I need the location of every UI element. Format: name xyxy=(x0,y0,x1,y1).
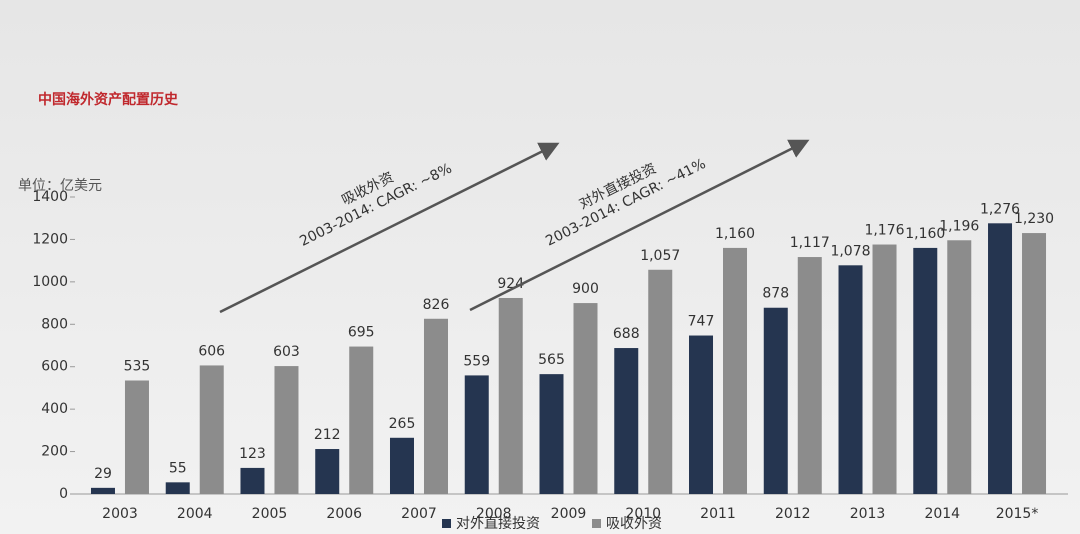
bar xyxy=(423,318,448,494)
x-tick-label: 2010 xyxy=(625,506,661,522)
chart-title: 中国海外资产配置历史 xyxy=(38,91,179,108)
legend-swatch xyxy=(442,519,451,528)
value-label: 123 xyxy=(239,446,266,462)
x-tick-label: 2008 xyxy=(476,506,512,522)
x-tick-label: 2013 xyxy=(850,506,886,522)
bar xyxy=(838,265,863,494)
bar xyxy=(947,240,972,494)
bar xyxy=(240,467,265,494)
value-label: 565 xyxy=(538,352,565,368)
x-tick-label: 2011 xyxy=(700,506,736,522)
annotation-text: 2003-2014: CAGR: ~8% xyxy=(297,161,454,250)
bar xyxy=(872,244,897,494)
x-tick-label: 2009 xyxy=(551,506,587,522)
trend-arrow xyxy=(219,142,560,314)
y-tick-label: 0 xyxy=(59,486,68,502)
legend-label: 吸收外资 xyxy=(606,516,662,532)
y-tick-label: 200 xyxy=(41,444,68,460)
value-label: 900 xyxy=(572,281,599,297)
x-tick-label: 2014 xyxy=(924,506,960,522)
value-label: 29 xyxy=(94,466,112,482)
bar xyxy=(274,366,299,494)
bar xyxy=(349,346,374,494)
bar xyxy=(389,437,414,494)
value-label: 212 xyxy=(314,427,341,443)
x-tick-label: 2007 xyxy=(401,506,437,522)
bar xyxy=(763,307,788,494)
bar xyxy=(723,247,748,494)
legend-swatch xyxy=(592,519,601,528)
bar xyxy=(165,482,190,494)
bar xyxy=(797,257,822,494)
bar xyxy=(90,487,115,494)
value-label: 603 xyxy=(273,344,300,360)
value-label: 55 xyxy=(169,460,187,476)
value-label: 695 xyxy=(348,325,375,341)
bar xyxy=(689,335,714,494)
y-tick-label: 800 xyxy=(41,316,68,332)
bar xyxy=(315,449,340,494)
value-label: 826 xyxy=(423,297,450,313)
y-tick-label: 1000 xyxy=(32,274,68,290)
x-tick-label: 2006 xyxy=(326,506,362,522)
value-label: 265 xyxy=(389,416,416,432)
bar xyxy=(464,375,489,494)
x-tick-label: 2015* xyxy=(996,506,1039,522)
x-tick-label: 2003 xyxy=(102,506,138,522)
bar xyxy=(988,223,1013,494)
y-axis-label: 单位：亿美元 xyxy=(18,178,102,194)
value-label: 1,057 xyxy=(640,248,680,264)
value-label: 1,078 xyxy=(830,243,870,259)
bar xyxy=(913,247,938,494)
bar xyxy=(539,374,564,494)
legend-label: 对外直接投资 xyxy=(456,515,540,532)
x-tick-label: 2012 xyxy=(775,506,811,522)
value-label: 1,230 xyxy=(1014,211,1054,227)
value-label: 1,196 xyxy=(939,218,979,234)
bar xyxy=(199,365,224,494)
value-label: 688 xyxy=(613,326,640,342)
value-label: 1,117 xyxy=(790,235,830,251)
bar xyxy=(124,380,149,494)
bar xyxy=(498,297,523,494)
value-label: 1,160 xyxy=(715,226,755,242)
value-label: 747 xyxy=(688,314,715,330)
value-label: 1,276 xyxy=(980,201,1020,217)
x-tick-label: 2005 xyxy=(252,506,288,522)
y-tick-label: 1200 xyxy=(32,231,68,247)
value-label: 606 xyxy=(198,343,225,359)
y-tick-label: 600 xyxy=(41,359,68,375)
value-label: 535 xyxy=(124,359,151,375)
value-label: 878 xyxy=(762,286,789,302)
value-label: 924 xyxy=(497,276,524,292)
value-label: 559 xyxy=(463,353,490,369)
y-tick-label: 1400 xyxy=(32,189,68,205)
bar xyxy=(648,269,673,494)
value-label: 1,160 xyxy=(905,226,945,242)
bar xyxy=(614,348,639,494)
bar xyxy=(1022,233,1047,495)
value-label: 1,176 xyxy=(864,223,904,239)
y-tick-label: 400 xyxy=(41,401,68,417)
trend-arrow xyxy=(469,139,810,312)
x-tick-label: 2004 xyxy=(177,506,213,522)
bar xyxy=(573,303,598,494)
